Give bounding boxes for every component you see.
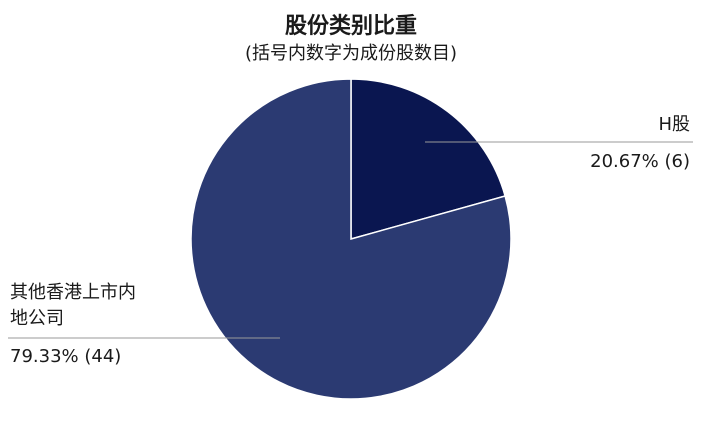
slice-value-label-other: 79.33% (44) <box>10 346 121 367</box>
slice-label-h-shares: H股 <box>658 114 690 135</box>
chart-title: 股份类别比重 <box>285 14 417 39</box>
chart-subtitle: (括号内数字为成份股数目) <box>245 43 457 64</box>
pie-slice-h-shares <box>350 78 507 240</box>
pie-slices <box>190 78 512 400</box>
pie-slice-other-mainland <box>190 78 512 400</box>
slice-label-other-line2: 地公司 <box>10 308 64 329</box>
slice-label-other-line1: 其他香港上市内 <box>10 282 136 303</box>
slice-value-label-h-shares: 20.67% (6) <box>590 151 690 172</box>
